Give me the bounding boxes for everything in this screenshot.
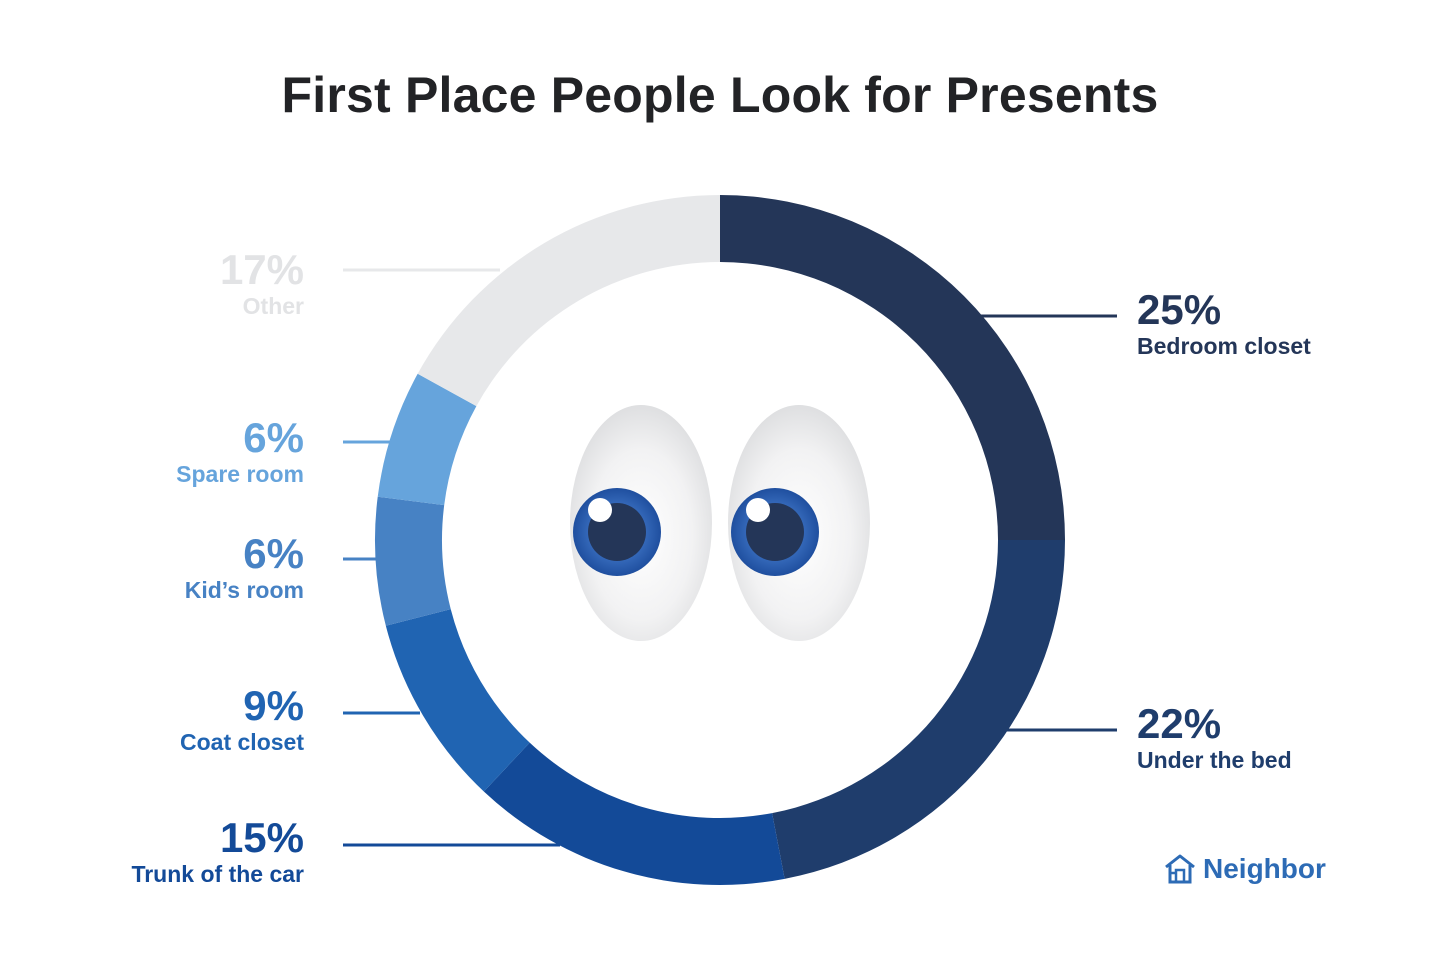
slice-label: 22% Under the bed xyxy=(1137,702,1292,774)
slice-label: 17% Other xyxy=(220,248,304,320)
slice-bedroom-closet xyxy=(720,195,1065,540)
cartoon-eyes-icon xyxy=(570,405,870,641)
slice-percent: 25% xyxy=(1137,286,1222,333)
slice-percent: 6% xyxy=(243,530,304,577)
chart-title: First Place People Look for Presents xyxy=(281,67,1159,123)
slice-percent: 9% xyxy=(243,682,304,729)
slice-name: Trunk of the car xyxy=(131,861,304,887)
slice-percent: 17% xyxy=(219,246,304,293)
slice-label: 9% Coat closet xyxy=(180,684,304,756)
slice-name: Kid’s room xyxy=(184,577,304,603)
slice-spare-room xyxy=(377,373,477,506)
slice-percent: 6% xyxy=(243,414,304,461)
brand-name: Neighbor xyxy=(1203,853,1326,884)
slice-name: Under the bed xyxy=(1137,747,1292,773)
slice-label: 15% Trunk of the car xyxy=(131,816,304,888)
slice-percent: 22% xyxy=(1137,700,1222,747)
slice-name: Other xyxy=(242,293,304,319)
slice-percent: 15% xyxy=(219,814,304,861)
slice-label: 25% Bedroom closet xyxy=(1137,288,1311,360)
slice-trunk-of-the-car xyxy=(483,742,785,885)
neighbor-logo: Neighbor xyxy=(1163,853,1326,885)
house-icon xyxy=(1165,854,1195,884)
slice-name: Coat closet xyxy=(180,729,304,755)
slice-kid-s-room xyxy=(375,496,451,626)
slice-coat-closet xyxy=(385,609,530,792)
slice-label: 6% Kid’s room xyxy=(185,532,304,604)
slice-under-the-bed xyxy=(772,540,1066,879)
slice-label: 6% Spare room xyxy=(176,416,304,488)
slice-name: Bedroom closet xyxy=(1137,333,1311,359)
slice-other xyxy=(417,195,720,407)
slice-name: Spare room xyxy=(176,461,304,487)
